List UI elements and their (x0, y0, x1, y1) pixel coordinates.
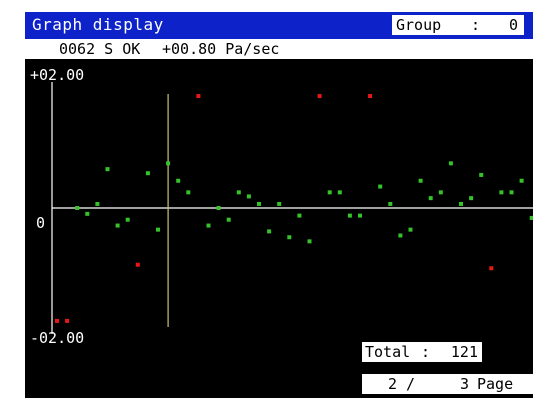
data-point-38 (438, 190, 443, 195)
alarm-point-1 (65, 318, 70, 323)
page-indicator[interactable]: 2 / 3 Page (362, 374, 533, 394)
total-value: 121 (450, 343, 478, 361)
y-axis-max-label: +02.00 (30, 66, 85, 84)
page-slash: / (406, 375, 416, 393)
data-point-22 (277, 201, 282, 206)
alarm-point-31 (368, 94, 373, 99)
data-point-27 (327, 190, 332, 195)
alarm-point-26 (317, 94, 322, 99)
data-point-42 (479, 172, 484, 177)
group-separator: : (471, 16, 481, 34)
group-selector[interactable]: Group : 0 (392, 15, 524, 35)
data-point-12 (176, 178, 181, 183)
screen-title: Graph display (32, 15, 164, 34)
data-point-30 (358, 213, 362, 218)
data-point-10 (156, 227, 160, 232)
data-point-34 (398, 233, 403, 238)
total-count-box: Total : 121 (362, 342, 482, 362)
data-point-40 (459, 201, 463, 206)
data-point-41 (469, 196, 474, 201)
graph-display-screen: Graph display Group : 0 0062 S OK +00.80… (25, 12, 533, 398)
total-separator: : (421, 343, 431, 361)
page-total: 3 (460, 375, 470, 393)
status-bar: 0062 S OK +00.80 Pa/sec (25, 39, 533, 59)
data-point-47 (529, 215, 533, 220)
status-rate: +00.80 Pa/sec (162, 40, 280, 58)
data-point-5 (105, 167, 110, 172)
data-point-17 (226, 217, 231, 222)
alarm-point-43 (489, 266, 494, 271)
page-word: Page (477, 375, 514, 393)
data-point-15 (206, 223, 211, 228)
total-label: Total (365, 343, 411, 361)
data-point-2 (75, 206, 80, 210)
data-point-6 (115, 223, 120, 228)
data-point-20 (257, 201, 261, 206)
data-point-23 (287, 235, 292, 240)
y-axis-zero-label: 0 (36, 214, 46, 232)
scatter-plot (51, 82, 533, 334)
data-point-7 (125, 217, 130, 222)
data-point-32 (378, 184, 383, 189)
data-point-44 (499, 190, 504, 195)
y-axis-min-label: -02.00 (30, 329, 85, 347)
alarm-point-0 (55, 318, 59, 323)
title-bar: Graph display Group : 0 (25, 12, 533, 39)
data-point-28 (337, 190, 342, 195)
data-point-11 (166, 161, 171, 166)
page-current: 2 (388, 375, 398, 393)
alarm-point-14 (196, 94, 201, 99)
data-point-39 (448, 161, 453, 166)
data-point-19 (246, 194, 251, 199)
data-point-16 (216, 206, 221, 210)
data-point-18 (236, 190, 241, 195)
group-value: 0 (508, 16, 518, 34)
data-point-3 (85, 211, 90, 216)
data-point-33 (388, 201, 393, 206)
data-point-29 (347, 213, 352, 218)
data-point-37 (428, 196, 433, 201)
data-point-35 (408, 227, 413, 232)
data-point-9 (145, 171, 150, 176)
status-text: 0062 S OK (59, 40, 141, 58)
data-point-13 (186, 190, 191, 195)
data-point-24 (297, 213, 302, 218)
group-label: Group (396, 16, 442, 34)
data-point-45 (509, 190, 514, 195)
data-point-36 (418, 178, 423, 183)
data-point-46 (519, 178, 524, 183)
data-point-25 (307, 239, 312, 244)
data-point-4 (95, 201, 100, 206)
data-point-21 (267, 229, 272, 234)
alarm-point-8 (135, 262, 140, 267)
